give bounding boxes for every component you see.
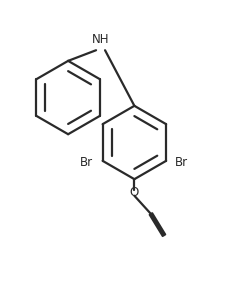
Text: O: O	[130, 186, 139, 199]
Text: Br: Br	[174, 156, 188, 168]
Text: NH: NH	[92, 33, 109, 46]
Text: Br: Br	[80, 156, 93, 168]
